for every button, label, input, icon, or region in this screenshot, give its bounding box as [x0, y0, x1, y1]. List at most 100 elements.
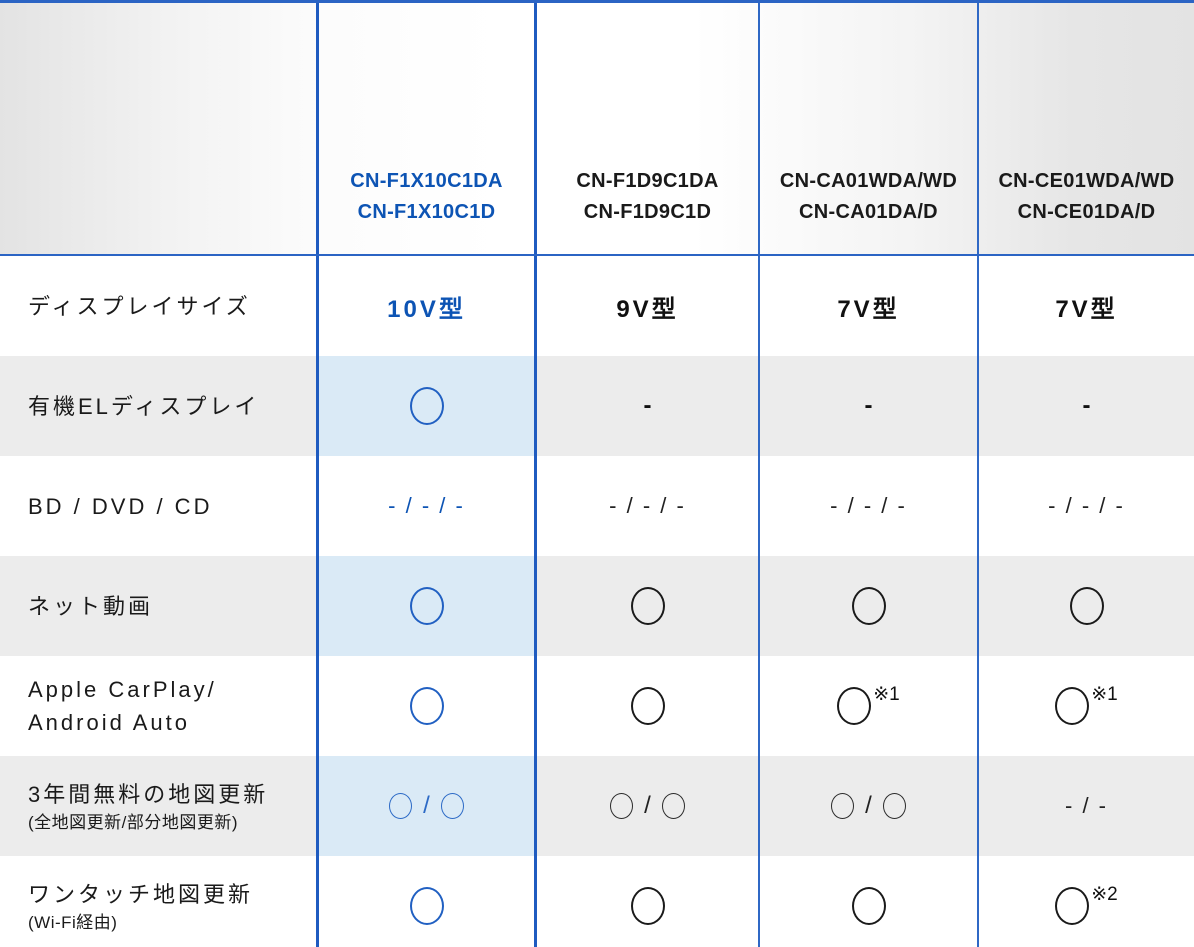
circle-pair-mark: /: [389, 792, 464, 820]
value-text: - / -: [1065, 793, 1108, 818]
row-label-text: ディスプレイサイズ: [28, 293, 251, 319]
circle-mark: [661, 793, 685, 819]
row-label-display-size: ディスプレイサイズ: [0, 256, 316, 356]
value-cell: [537, 656, 758, 756]
value-text: 10V型: [387, 295, 466, 323]
value-cell: /: [537, 756, 758, 856]
reference-note: ※1: [873, 683, 900, 705]
value-cell: ※2: [977, 856, 1194, 947]
row-label-oled-display: 有機ELディスプレイ: [0, 356, 316, 456]
value-cell: -: [977, 356, 1194, 456]
row-label-text: BD / DVD / CD: [28, 493, 213, 519]
value-cell: - / - / -: [537, 456, 758, 556]
circle-with-note: ※1: [837, 684, 900, 725]
dash-mark: -: [864, 392, 873, 419]
value-text: - / - / -: [388, 493, 465, 518]
table-row-display-size: ディスプレイサイズ 10V型 9V型 7V型 7V型: [0, 256, 1194, 356]
row-label-text-line2: Android Auto: [28, 710, 190, 735]
dash-mark: -: [643, 392, 652, 419]
row-label-carplay-android-auto: Apple CarPlay/ Android Auto: [0, 656, 316, 756]
circle-mark: [630, 687, 665, 725]
value-cell: [316, 556, 537, 656]
column-header-cn-ce01wda: CN-CE01WDA/WD CN-CE01DA/D: [977, 3, 1194, 254]
reference-note: ※2: [1091, 883, 1118, 905]
value-cell: - / - / -: [758, 456, 977, 556]
value-text: 7V型: [1055, 295, 1118, 323]
circle-mark: [610, 793, 634, 819]
circle-mark: [630, 887, 665, 925]
row-label-net-video: ネット動画: [0, 556, 316, 656]
value-cell: [537, 856, 758, 947]
row-label-text: 有機ELディスプレイ: [28, 393, 260, 419]
circle-mark: [409, 687, 444, 725]
row-label-text: 3年間無料の地図更新: [28, 781, 269, 807]
value-text: 9V型: [616, 295, 679, 323]
circle-mark: [389, 793, 413, 819]
model-name: CN-CE01WDA/WD CN-CE01DA/D: [998, 170, 1175, 223]
value-cell: /: [758, 756, 977, 856]
model-name: CN-CA01WDA/WD CN-CA01DA/D: [779, 170, 958, 223]
column-header-cn-f1x10c1da: CN-F1X10C1DA CN-F1X10C1D: [316, 3, 537, 254]
circle-mark: [851, 587, 886, 625]
circle-pair-mark: /: [831, 792, 906, 820]
table-row-net-video: ネット動画: [0, 556, 1194, 656]
value-cell: 9V型: [537, 256, 758, 356]
table-row-bd-dvd-cd: BD / DVD / CD - / - / - - / - / - - / - …: [0, 456, 1194, 556]
circle-mark: [409, 387, 444, 425]
circle-mark: [409, 887, 444, 925]
value-cell: - / - / -: [316, 456, 537, 556]
header-corner-cell: [0, 3, 316, 254]
value-cell: - / - / -: [977, 456, 1194, 556]
row-label-bd-dvd-cd: BD / DVD / CD: [0, 456, 316, 556]
circle-mark: [409, 587, 444, 625]
value-cell: [758, 856, 977, 947]
value-cell: 7V型: [758, 256, 977, 356]
table-row-free-map-update: 3年間無料の地図更新 (全地図更新/部分地図更新) / / / - / -: [0, 756, 1194, 856]
slash-separator: /: [644, 792, 651, 819]
circle-mark: [837, 687, 872, 725]
circle-mark: [882, 793, 906, 819]
table-row-oled-display: 有機ELディスプレイ - - -: [0, 356, 1194, 456]
value-cell: -: [537, 356, 758, 456]
value-text: - / - / -: [609, 493, 686, 518]
row-label-text: ワンタッチ地図更新: [28, 881, 254, 907]
column-header-cn-f1d9c1da: CN-F1D9C1DA CN-F1D9C1D: [537, 3, 758, 254]
value-text: - / - / -: [830, 493, 907, 518]
table-row-one-touch-map-update: ワンタッチ地図更新 (Wi-Fi経由) ※2: [0, 856, 1194, 947]
value-cell: ※1: [977, 656, 1194, 756]
value-cell: [316, 656, 537, 756]
value-cell: [977, 556, 1194, 656]
circle-with-note: ※2: [1055, 884, 1118, 925]
value-cell: - / -: [977, 756, 1194, 856]
value-cell: -: [758, 356, 977, 456]
circle-mark: [831, 793, 855, 819]
value-cell: [758, 556, 977, 656]
circle-mark: [1069, 587, 1104, 625]
circle-with-note: ※1: [1055, 684, 1118, 725]
row-label-one-touch-map-update: ワンタッチ地図更新 (Wi-Fi経由): [0, 856, 316, 947]
slash-separator: /: [423, 792, 430, 819]
row-sublabel-text: (Wi-Fi経由): [28, 912, 118, 932]
value-cell: /: [316, 756, 537, 856]
reference-note: ※1: [1091, 683, 1118, 705]
value-cell: ※1: [758, 656, 977, 756]
dash-mark: -: [1082, 392, 1091, 419]
value-cell: [537, 556, 758, 656]
model-name: CN-F1D9C1DA CN-F1D9C1D: [576, 170, 719, 223]
value-cell: [316, 856, 537, 947]
value-text: - / - / -: [1048, 493, 1125, 518]
circle-pair-mark: /: [610, 792, 685, 820]
row-sublabel-text: (全地図更新/部分地図更新): [28, 812, 239, 832]
value-cell: 7V型: [977, 256, 1194, 356]
circle-mark: [1055, 887, 1090, 925]
table-row-carplay-android-auto: Apple CarPlay/ Android Auto ※1 ※1: [0, 656, 1194, 756]
value-cell: [316, 356, 537, 456]
circle-mark: [440, 793, 464, 819]
circle-mark: [630, 587, 665, 625]
table-header-row: CN-F1X10C1DA CN-F1X10C1D CN-F1D9C1DA CN-…: [0, 3, 1194, 256]
circle-mark: [851, 887, 886, 925]
row-label-text: ネット動画: [28, 593, 154, 619]
column-header-cn-ca01wda: CN-CA01WDA/WD CN-CA01DA/D: [758, 3, 977, 254]
slash-separator: /: [865, 792, 872, 819]
